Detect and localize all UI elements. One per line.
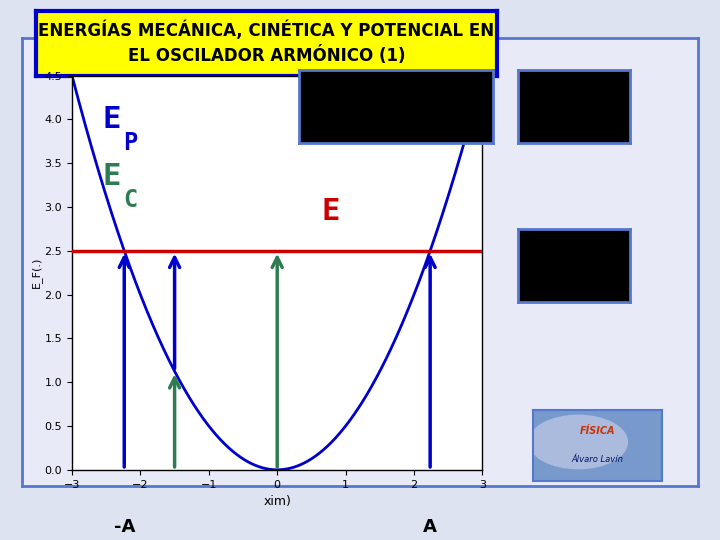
Text: ENERGÍAS MECÁNICA, CINÉTICA Y POTENCIAL EN
EL OSCILADOR ARMÓNICO (1): ENERGÍAS MECÁNICA, CINÉTICA Y POTENCIAL … (38, 21, 495, 65)
Text: Álvaro Lavín: Álvaro Lavín (572, 455, 624, 464)
Text: E: E (103, 162, 121, 191)
Text: -A: -A (114, 518, 135, 536)
Text: E: E (103, 105, 121, 134)
Y-axis label: E_F(.): E_F(.) (31, 257, 42, 288)
Text: A: A (423, 518, 437, 536)
X-axis label: xim): xim) (264, 495, 291, 508)
Text: E: E (322, 197, 340, 226)
Text: C: C (123, 188, 138, 212)
Text: FÍSICA: FÍSICA (580, 427, 616, 436)
Text: P: P (123, 131, 138, 155)
Circle shape (529, 415, 627, 469)
